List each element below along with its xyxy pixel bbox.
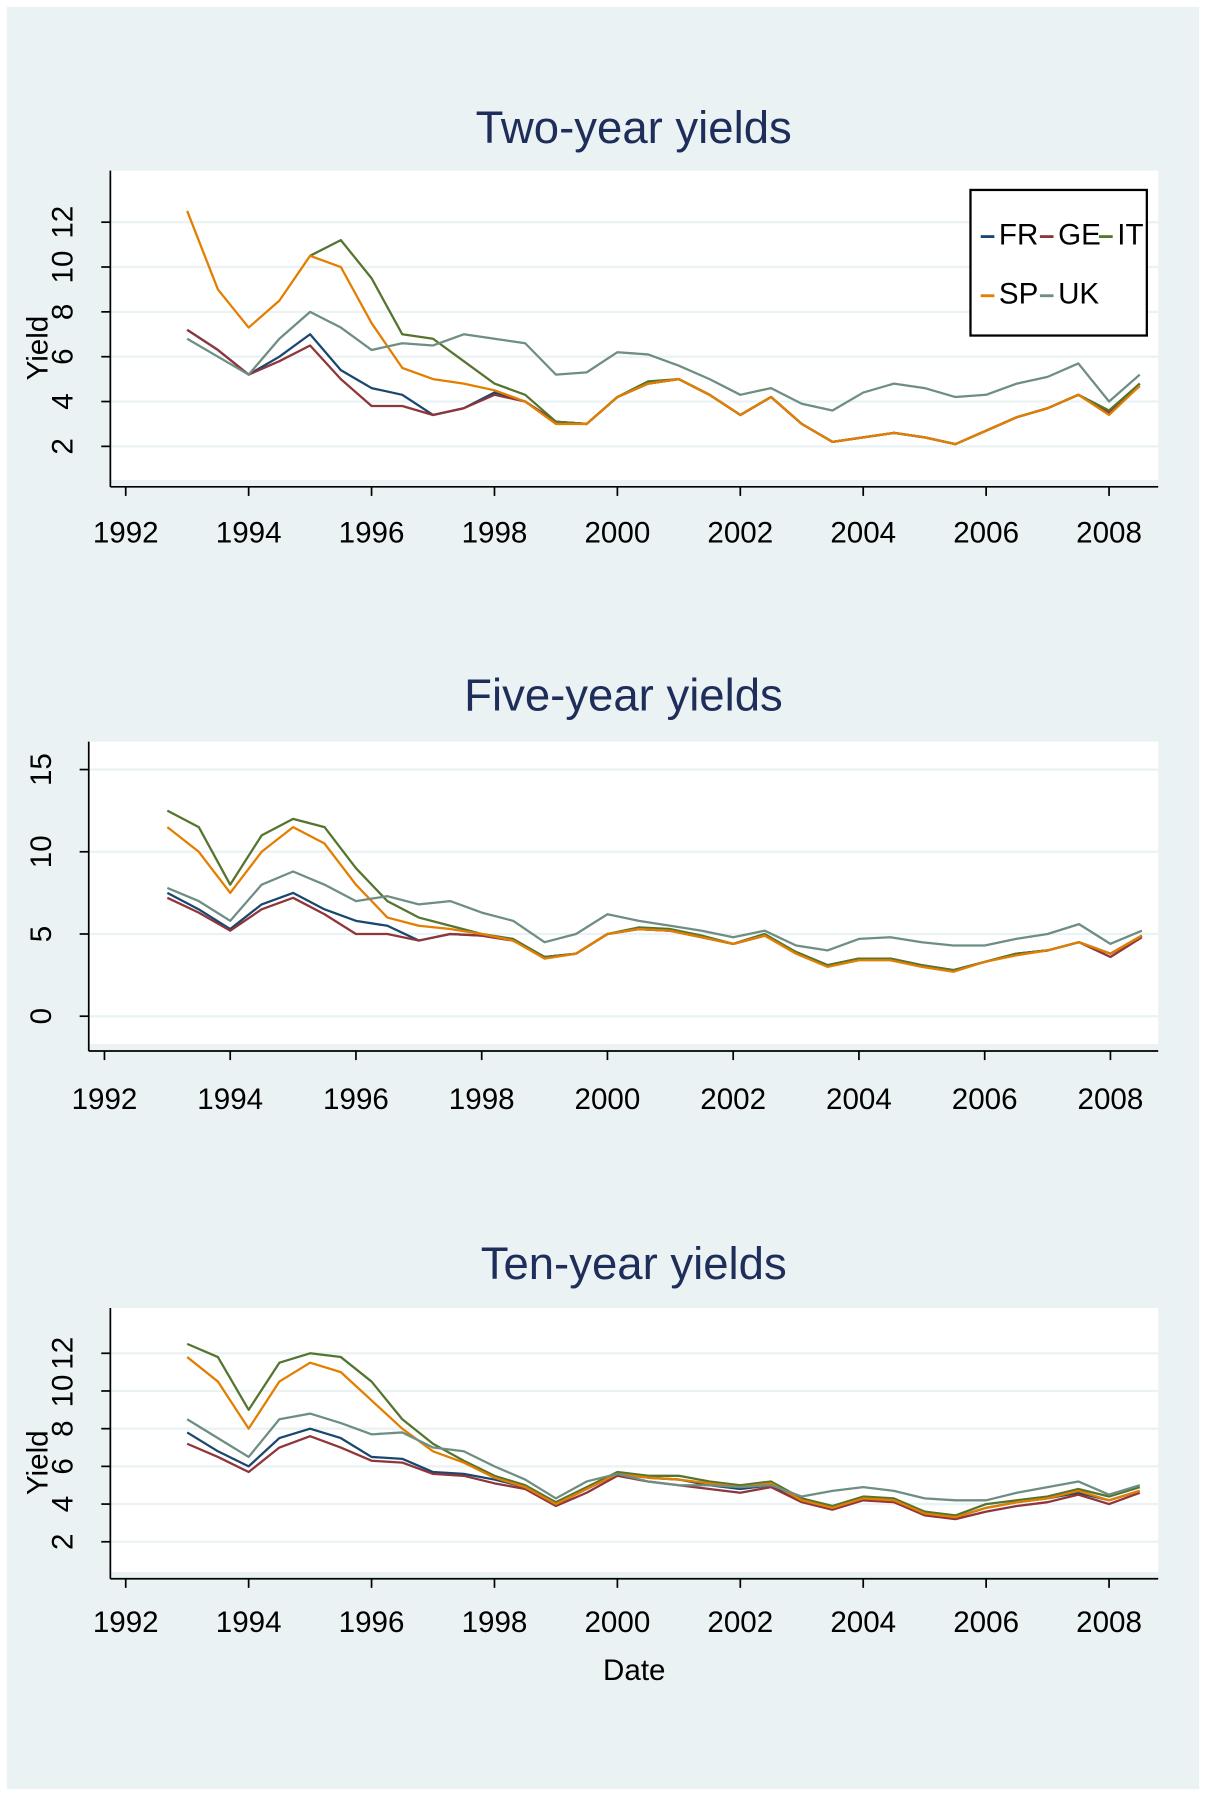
chart-title: Ten-year yields (481, 1238, 787, 1289)
y-tick-label: 6 (47, 1458, 80, 1474)
x-tick-label: 1996 (323, 1083, 389, 1116)
series-line (186, 210, 1141, 446)
legend-label: IT (1117, 218, 1143, 251)
x-tick-label: 2000 (584, 516, 650, 549)
x-tick-label: 2006 (953, 1606, 1019, 1639)
x-tick-label: 1998 (462, 516, 528, 549)
legend-label: SP (999, 278, 1038, 311)
x-tick-label: 2006 (953, 516, 1019, 549)
x-tick-label: 1998 (449, 1083, 515, 1116)
x-tick-label: 2000 (584, 1606, 650, 1639)
chart-title: Five-year yields (464, 669, 783, 720)
x-tick-label: 2004 (830, 516, 896, 549)
legend-label: UK (1058, 278, 1099, 311)
y-tick-label: 4 (47, 1496, 80, 1512)
x-tick-label: 2002 (700, 1083, 766, 1116)
series-line (186, 1342, 1141, 1517)
legend-label: FR (999, 218, 1038, 251)
y-tick-label: 10 (47, 251, 80, 284)
y-tick-label: 5 (25, 926, 58, 942)
legend-label: GE (1058, 218, 1101, 251)
y-tick-label: 10 (25, 835, 58, 868)
x-axis-label: Date (603, 1654, 665, 1687)
y-tick-label: 12 (47, 206, 80, 239)
x-tick-label: 1996 (339, 1606, 405, 1639)
x-tick-label: 1994 (216, 516, 282, 549)
x-tick-label: 1992 (72, 1083, 138, 1116)
x-tick-label: 2002 (707, 516, 773, 549)
plot-area (88, 741, 1159, 1045)
series-line (166, 870, 1143, 952)
x-tick-label: 1992 (93, 516, 159, 549)
x-tick-label: 2008 (1076, 516, 1142, 549)
y-axis-label: Yield (22, 316, 55, 381)
x-tick-label: 1994 (197, 1083, 263, 1116)
x-tick-label: 2008 (1076, 1606, 1142, 1639)
series-line (186, 310, 1141, 412)
x-tick-label: 2002 (707, 1606, 773, 1639)
series-line (186, 1412, 1141, 1502)
y-tick-label: 0 (25, 1008, 58, 1024)
x-tick-label: 2004 (830, 1606, 896, 1639)
x-tick-label: 2006 (952, 1083, 1018, 1116)
series-line (166, 825, 1143, 973)
plot-area (110, 1308, 1159, 1572)
y-axis-label: Yield (22, 1430, 55, 1495)
y-tick-label: 2 (47, 1534, 80, 1550)
y-tick-label: 12 (47, 1337, 80, 1370)
y-tick-label: 4 (47, 393, 80, 409)
x-tick-label: 1992 (93, 1606, 159, 1639)
x-tick-label: 1994 (216, 1606, 282, 1639)
y-tick-label: 6 (47, 348, 80, 364)
x-tick-label: 1996 (339, 516, 405, 549)
y-tick-label: 8 (47, 1420, 80, 1436)
x-tick-label: 1998 (462, 1606, 528, 1639)
series-line (186, 1356, 1141, 1519)
y-tick-label: 2 (47, 438, 80, 454)
y-tick-label: 10 (47, 1375, 80, 1408)
y-tick-label: 8 (47, 304, 80, 320)
x-tick-label: 2008 (1078, 1083, 1144, 1116)
chart-title: Two-year yields (476, 102, 792, 153)
legend-box (969, 188, 1148, 337)
x-tick-label: 2000 (575, 1083, 641, 1116)
x-tick-label: 2004 (826, 1083, 892, 1116)
y-tick-label: 15 (25, 753, 58, 786)
